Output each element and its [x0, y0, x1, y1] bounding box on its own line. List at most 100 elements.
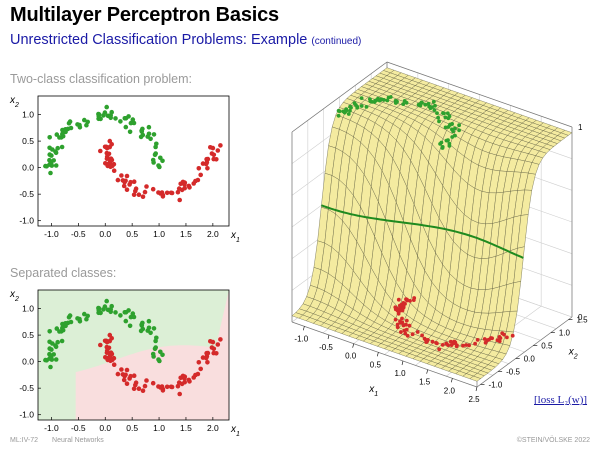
slide-title: Multilayer Perceptron Basics	[10, 4, 279, 26]
point-green	[63, 321, 68, 326]
point-green	[156, 163, 161, 168]
y-tick-label: 1.0	[22, 110, 34, 120]
point-red	[187, 379, 192, 384]
surface-point-green	[423, 102, 428, 107]
point-green	[67, 313, 73, 318]
point-red	[204, 350, 209, 356]
y-tick-label: 0.0	[22, 357, 34, 367]
point-green	[102, 304, 108, 309]
point-green	[109, 303, 114, 309]
point-green	[85, 313, 90, 319]
point-green	[123, 310, 129, 315]
x-axis-label: x1	[230, 230, 240, 244]
y-tick-label: -0.5	[19, 189, 34, 199]
point-red	[115, 177, 121, 183]
surface-point-green	[450, 122, 454, 126]
point-green	[98, 116, 103, 122]
surface-point-red	[498, 336, 503, 340]
surface-point-green	[451, 129, 455, 134]
point-red	[169, 384, 175, 390]
surface-point-red	[401, 301, 406, 305]
z-tick-label: 1	[578, 123, 583, 132]
y-axis-label: x2	[9, 95, 19, 109]
point-red	[164, 384, 170, 390]
point-green	[49, 163, 55, 168]
point-red	[210, 145, 216, 151]
point-green	[153, 338, 158, 344]
point-green	[50, 147, 55, 152]
point-green	[49, 347, 54, 352]
point-red	[200, 161, 206, 166]
point-red	[131, 373, 137, 378]
point-red	[111, 168, 117, 173]
point-green	[113, 116, 118, 121]
point-red	[121, 183, 127, 189]
point-red	[195, 371, 201, 377]
point-green	[77, 319, 83, 324]
x-tick-label: -0.5	[319, 343, 333, 352]
point-green	[123, 124, 129, 130]
point-green	[138, 328, 144, 334]
point-red	[142, 383, 148, 389]
point-green	[150, 157, 156, 163]
surface-point-red	[404, 318, 409, 323]
x-tick-label: 2.0	[207, 423, 219, 433]
surface-point-red	[424, 340, 429, 344]
x-tick-label: -1.0	[44, 423, 59, 433]
point-green	[53, 150, 59, 156]
surface-point-red	[437, 347, 442, 352]
point-green	[104, 298, 109, 304]
point-red	[211, 346, 217, 352]
point-green	[127, 323, 133, 329]
surface-point-red	[412, 296, 417, 300]
y-tick-label: 0.5	[22, 136, 34, 146]
y-tick-label: 0.5	[541, 342, 553, 351]
point-green	[140, 126, 145, 132]
y-tick-label: -1.0	[489, 380, 503, 389]
point-green	[49, 153, 54, 158]
point-red	[204, 156, 209, 162]
section-label-separated: Separated classes:	[10, 266, 117, 280]
loss-link[interactable]: [loss L₂(w)]	[534, 394, 588, 406]
surface-point-green	[364, 105, 369, 109]
point-green	[82, 117, 87, 123]
point-red	[133, 382, 138, 388]
surface-point-green	[418, 103, 423, 108]
point-red	[133, 188, 138, 194]
point-green	[60, 131, 65, 137]
x-tick-label: 0.0	[99, 229, 111, 239]
x-tick-label: 0.5	[126, 423, 138, 433]
surface-point-green	[446, 138, 450, 143]
point-green	[146, 131, 152, 137]
point-green	[140, 320, 145, 326]
point-green	[68, 125, 74, 131]
x-axis-label: x1	[230, 424, 240, 438]
point-red	[119, 173, 124, 178]
surface-point-green	[370, 100, 374, 104]
point-red	[140, 388, 146, 393]
point-green	[160, 158, 165, 164]
point-red	[136, 386, 142, 391]
point-red	[150, 380, 156, 386]
point-green	[148, 136, 153, 142]
point-red	[210, 339, 216, 345]
surface-point-green	[431, 99, 436, 104]
point-red	[131, 179, 137, 184]
surface-point-red	[482, 337, 487, 341]
slide-subtitle: Unrestricted Classification Problems: Ex…	[10, 32, 361, 48]
surface-point-green	[359, 96, 364, 100]
point-green	[60, 325, 65, 331]
surface-point-green	[379, 97, 384, 102]
point-red	[121, 377, 127, 383]
surface-point-green	[457, 128, 461, 133]
point-red	[140, 194, 146, 199]
y-tick-label: 0.0	[524, 354, 536, 363]
surface-point-green	[359, 104, 364, 108]
x-tick-label: -0.5	[71, 423, 86, 433]
surface-point-red	[405, 333, 410, 338]
point-green	[146, 325, 152, 331]
surface-point-red	[399, 330, 403, 334]
surface-point-green	[450, 135, 455, 139]
point-red	[177, 391, 182, 397]
surface-point-red	[475, 338, 480, 342]
